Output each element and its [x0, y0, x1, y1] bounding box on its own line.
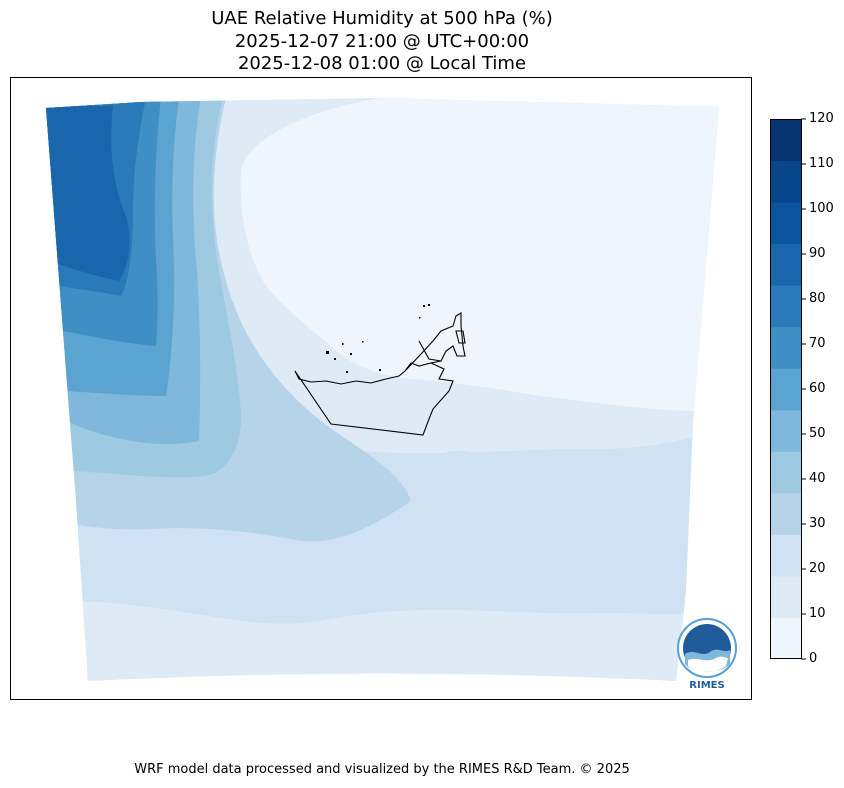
colorbar-segment — [770, 285, 802, 328]
colorbar-segment — [770, 534, 802, 577]
rh-band-10-20-south — [61, 601, 719, 681]
logo-text: RIMES — [689, 680, 724, 690]
uae-islands — [326, 304, 430, 373]
humidity-map — [46, 98, 719, 681]
colorbar-segment — [770, 451, 802, 494]
colorbar-tick-label: 70 — [809, 336, 826, 351]
rimes-logo: RIMES — [677, 618, 737, 690]
utc-time-label: 2025-12-07 21:00 @ UTC+00:00 — [234, 31, 530, 52]
colorbar-segment — [770, 243, 802, 286]
rh-band-90-100 — [46, 106, 130, 281]
map-frame — [10, 77, 752, 700]
colorbar-tick-label: 40 — [809, 471, 826, 486]
colorbar-tick-label: 120 — [809, 111, 834, 126]
colorbar — [770, 118, 806, 660]
colorbar-segment — [770, 119, 802, 162]
map-title: UAE Relative Humidity at 500 hPa (%) — [211, 8, 553, 29]
rh-blob-20-30 — [430, 450, 490, 496]
local-time-label: 2025-12-08 01:00 @ Local Time — [237, 53, 527, 74]
colorbar-segment — [770, 409, 802, 452]
rh-band-0-10 — [240, 98, 719, 412]
colorbar-tick-label: 100 — [809, 201, 834, 216]
colorbar-segment — [770, 202, 802, 245]
colorbar-tick-label: 20 — [809, 561, 826, 576]
colorbar-tick-label: 110 — [809, 156, 834, 171]
colorbar-segment — [770, 326, 802, 369]
colorbar-tick-label: 80 — [809, 291, 826, 306]
colorbar-tick-label: 30 — [809, 516, 826, 531]
colorbar-segment — [770, 617, 802, 660]
colorbar-tick-label: 0 — [809, 651, 818, 666]
footer-credit: WRF model data processed and visualized … — [134, 762, 630, 777]
colorbar-tick-label: 60 — [809, 381, 826, 396]
colorbar-tick-label: 90 — [809, 246, 826, 261]
uae-border — [294, 312, 466, 436]
colorbar-segment — [770, 575, 802, 618]
colorbar-segment — [770, 368, 802, 411]
colorbar-segment — [770, 160, 802, 203]
colorbar-segment — [770, 492, 802, 535]
colorbar-tick-label: 50 — [809, 426, 826, 441]
colorbar-tick-label: 10 — [809, 606, 826, 621]
